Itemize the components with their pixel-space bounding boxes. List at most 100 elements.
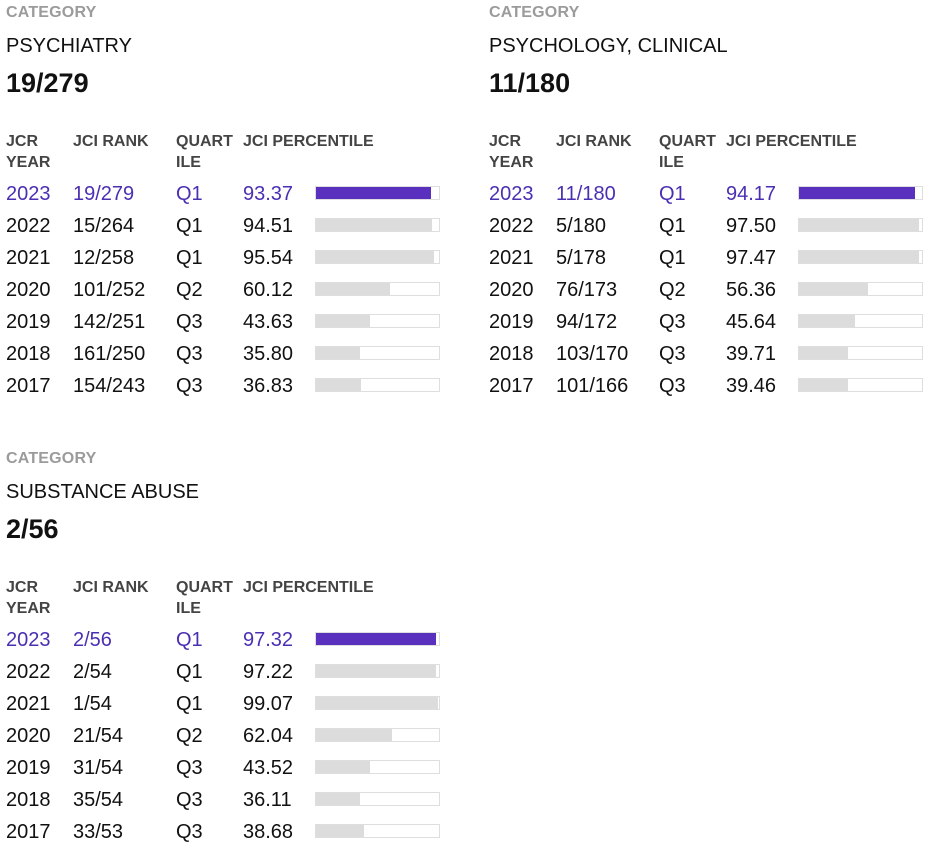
row-year: 2020 xyxy=(6,279,51,301)
row-year: 2021 xyxy=(489,247,534,269)
row-rank: 101/252 xyxy=(73,279,146,301)
row-year: 2021 xyxy=(6,693,51,715)
row-quartile: Q1 xyxy=(176,661,203,683)
row-quartile: Q1 xyxy=(176,247,203,269)
row-year: 2023 xyxy=(6,629,51,651)
row-percentile: 35.80 xyxy=(243,343,294,365)
table-row: 2021 1/54 Q1 99.07 xyxy=(6,690,446,722)
row-year: 2017 xyxy=(6,375,51,397)
row-percentile: 56.36 xyxy=(726,279,777,301)
header-quartile: QUART ILE xyxy=(659,133,716,171)
row-year: 2021 xyxy=(6,247,51,269)
row-rank: 2/56 xyxy=(73,629,112,651)
percentile-bar xyxy=(315,218,440,232)
row-quartile: Q3 xyxy=(176,821,203,843)
category-panel: CATEGORY PSYCHIATRY 19/279 JCR YEAR JCI RANK… xyxy=(6,0,446,420)
header-quartile: QUART ILE xyxy=(176,579,233,617)
row-quartile: Q1 xyxy=(659,215,686,237)
row-quartile: Q2 xyxy=(659,279,686,301)
row-rank: 2/54 xyxy=(73,661,112,683)
percentile-bar-fill xyxy=(316,187,431,199)
row-quartile: Q3 xyxy=(176,789,203,811)
table-row: 2022 5/180 Q1 97.50 xyxy=(489,212,929,244)
row-percentile: 43.52 xyxy=(243,757,294,779)
percentile-bar-fill xyxy=(799,315,856,327)
percentile-bar xyxy=(798,218,923,232)
row-percentile: 43.63 xyxy=(243,311,294,333)
percentile-bar-fill xyxy=(799,187,915,199)
header-jcr-year: JCR YEAR xyxy=(6,579,51,617)
row-quartile: Q1 xyxy=(176,629,203,651)
table-row: 2017 101/166 Q3 39.46 xyxy=(489,372,929,404)
header-jci-rank: JCI RANK xyxy=(73,579,149,596)
table-row: 2023 2/56 Q1 97.32 xyxy=(6,626,446,658)
percentile-bar-fill xyxy=(316,347,361,359)
row-rank: 101/166 xyxy=(556,375,629,397)
header-jci-percentile: JCI PERCENTILE xyxy=(243,133,374,150)
table-row: 2021 12/258 Q1 95.54 xyxy=(6,244,446,276)
table-row: 2023 11/180 Q1 94.17 xyxy=(489,180,929,212)
row-quartile: Q1 xyxy=(659,247,686,269)
row-rank: 76/173 xyxy=(556,279,618,301)
table-row: 2017 154/243 Q3 36.83 xyxy=(6,372,446,404)
row-quartile: Q3 xyxy=(659,375,686,397)
row-percentile: 99.07 xyxy=(243,693,294,715)
row-percentile: 62.04 xyxy=(243,725,294,747)
category-name[interactable]: SUBSTANCE ABUSE xyxy=(6,481,200,503)
category-rank: 11/180 xyxy=(489,68,571,98)
row-year: 2018 xyxy=(489,343,534,365)
row-year: 2019 xyxy=(489,311,534,333)
row-year: 2020 xyxy=(6,725,51,747)
row-year: 2023 xyxy=(6,183,51,205)
header-jci-percentile: JCI PERCENTILE xyxy=(243,579,374,596)
table-row: 2020 76/173 Q2 56.36 xyxy=(489,276,929,308)
percentile-bar-fill xyxy=(799,251,919,263)
row-percentile: 97.22 xyxy=(243,661,294,683)
percentile-bar xyxy=(315,728,440,742)
table-row: 2021 5/178 Q1 97.47 xyxy=(489,244,929,276)
table-row: 2019 94/172 Q3 45.64 xyxy=(489,308,929,340)
row-percentile: 39.71 xyxy=(726,343,777,365)
header-jci-rank: JCI RANK xyxy=(556,133,632,150)
category-name[interactable]: PSYCHIATRY xyxy=(6,35,132,57)
row-percentile: 94.51 xyxy=(243,215,294,237)
percentile-bar-fill xyxy=(799,219,919,231)
percentile-bar-fill xyxy=(316,219,433,231)
category-name[interactable]: PSYCHOLOGY, CLINICAL xyxy=(489,35,728,57)
table-row: 2020 101/252 Q2 60.12 xyxy=(6,276,446,308)
row-quartile: Q1 xyxy=(176,215,203,237)
percentile-bar-fill xyxy=(799,379,848,391)
percentile-bar xyxy=(798,378,923,392)
percentile-bar xyxy=(798,250,923,264)
row-year: 2019 xyxy=(6,311,51,333)
percentile-bar-fill xyxy=(316,283,390,295)
percentile-bar-fill xyxy=(316,633,436,645)
row-rank: 11/180 xyxy=(556,183,616,205)
percentile-bar xyxy=(315,760,440,774)
row-quartile: Q3 xyxy=(176,375,203,397)
row-rank: 5/180 xyxy=(556,215,607,237)
row-rank: 12/258 xyxy=(73,247,135,269)
row-quartile: Q1 xyxy=(176,183,203,205)
table-row: 2017 33/53 Q3 38.68 xyxy=(6,818,446,850)
row-rank: 103/170 xyxy=(556,343,629,365)
table-row: 2018 103/170 Q3 39.71 xyxy=(489,340,929,372)
percentile-bar-fill xyxy=(316,315,370,327)
row-rank: 19/279 xyxy=(73,183,135,205)
row-percentile: 36.11 xyxy=(243,789,292,811)
row-rank: 33/53 xyxy=(73,821,124,843)
row-percentile: 60.12 xyxy=(243,279,294,301)
row-year: 2017 xyxy=(6,821,51,843)
header-jci-rank: JCI RANK xyxy=(73,133,149,150)
percentile-bar xyxy=(315,664,440,678)
percentile-bar-fill xyxy=(316,251,434,263)
table-row: 2019 31/54 Q3 43.52 xyxy=(6,754,446,786)
percentile-bar xyxy=(315,314,440,328)
table-row: 2019 142/251 Q3 43.63 xyxy=(6,308,446,340)
row-percentile: 38.68 xyxy=(243,821,294,843)
header-jcr-year: JCR YEAR xyxy=(6,133,51,171)
row-rank: 142/251 xyxy=(73,311,146,333)
percentile-bar xyxy=(315,282,440,296)
row-percentile: 45.64 xyxy=(726,311,777,333)
percentile-bar-fill xyxy=(316,825,364,837)
